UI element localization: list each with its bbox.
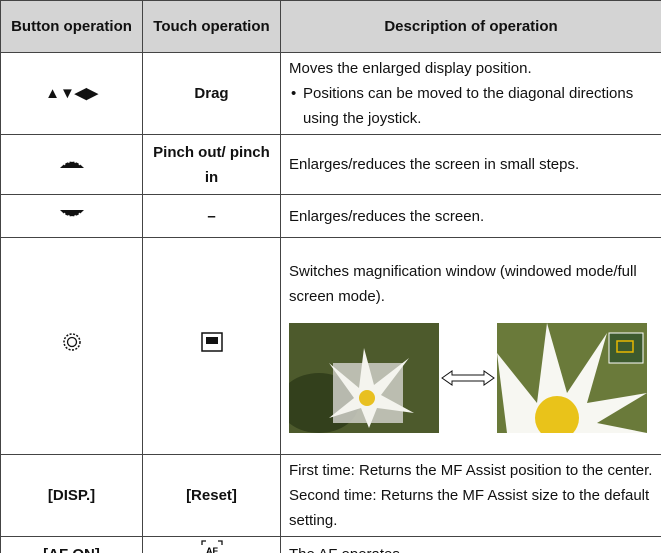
row: ▲▼◀▶ Drag Moves the enlarged display pos… <box>0 52 661 135</box>
row: [AF ON] AF The AF operates. <box>0 536 661 553</box>
button-cell: ▲▼◀▶ <box>0 52 143 135</box>
description-cell: Enlarges/reduces the screen. <box>280 194 661 238</box>
row: Switches magnification window (windowed … <box>0 237 661 455</box>
button-cell: [AF ON] <box>0 536 143 553</box>
description: Second time: Returns the MF Assist size … <box>289 487 650 529</box>
swap-arrow <box>441 370 495 386</box>
description: Enlarges/reduces the screen in small ste… <box>289 156 580 173</box>
button-cell <box>0 134 143 195</box>
touch-cell: – <box>142 194 281 238</box>
touch-cell: AF <box>142 536 281 553</box>
bullet-text: Positions can be moved to the diagonal d… <box>289 81 653 131</box>
touch-cell: Pinch out/ pinch in <box>142 134 281 195</box>
description: The AF operates. <box>289 542 653 553</box>
touch-cell <box>142 237 281 455</box>
row: [DISP.] [Reset] First time: Returns the … <box>0 454 661 537</box>
rear-dial-icon <box>59 209 84 220</box>
description-cell: First time: Returns the MF Assist positi… <box>280 454 661 537</box>
windowed-image <box>289 323 439 433</box>
header-cell: Touch operation <box>142 0 281 53</box>
button-cell <box>0 194 143 238</box>
description: Enlarges/reduces the screen. <box>289 207 485 225</box>
button-cell: [DISP.] <box>0 454 143 537</box>
description-cell: Switches magnification window (windowed … <box>280 237 661 455</box>
description: First time: Returns the MF Assist positi… <box>289 462 653 479</box>
row: Pinch out/ pinch in Enlarges/reduces the… <box>0 134 661 195</box>
header-row: Button operation Touch operation Descrip… <box>0 0 661 53</box>
af-icon: AF <box>200 540 223 553</box>
touch-cell: Drag <box>142 52 281 135</box>
description-cell: Enlarges/reduces the screen in small ste… <box>280 134 661 195</box>
description: Switches magnification window (windowed … <box>289 263 637 305</box>
header-cell: Button operation <box>0 0 143 53</box>
window-icon <box>200 332 223 352</box>
control-dial-icon <box>62 333 81 351</box>
description: Moves the enlarged display position. <box>289 60 532 77</box>
description-cell: Moves the enlarged display position. Posi… <box>280 52 661 135</box>
description-cell: The AF operates. <box>280 536 661 553</box>
button-cell <box>0 237 143 455</box>
front-dial-icon <box>59 158 84 168</box>
svg-text:AF: AF <box>206 546 218 553</box>
illustration <box>289 323 653 433</box>
fullscreen-image <box>497 323 647 433</box>
touch-cell: [Reset] <box>142 454 281 537</box>
row: – Enlarges/reduces the screen. <box>0 194 661 238</box>
header-cell: Description of operation <box>280 0 661 53</box>
